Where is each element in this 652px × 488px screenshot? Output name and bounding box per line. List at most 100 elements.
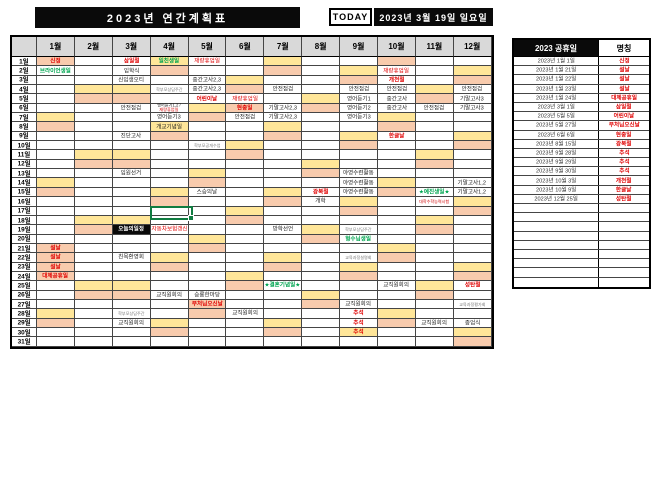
cell-m8-d21[interactable]: [302, 243, 341, 254]
cell-m1-d26[interactable]: [37, 290, 75, 300]
cell-m9-d23[interactable]: [340, 262, 379, 272]
cell-m4-d9[interactable]: [150, 131, 189, 142]
cell-m3-d6[interactable]: 안전점검: [112, 103, 151, 114]
month-header-4[interactable]: 4월: [150, 37, 189, 57]
cell-m7-d23[interactable]: [264, 262, 303, 272]
cell-m6-d10[interactable]: [226, 141, 265, 151]
cell-m9-d17[interactable]: [340, 206, 379, 216]
day-label-11[interactable]: 11일: [12, 150, 37, 160]
cell-m9-d27[interactable]: 교직원회의: [340, 299, 379, 310]
cell-m8-d29[interactable]: [302, 318, 341, 328]
cell-m10-d15[interactable]: [378, 187, 416, 198]
cell-m8-d9[interactable]: [302, 131, 341, 142]
cell-m12-d23[interactable]: [453, 262, 492, 272]
cell-m8-d28[interactable]: [302, 309, 341, 319]
cell-m11-d15[interactable]: ★예진생일★: [415, 187, 454, 198]
holiday-name-empty[interactable]: [599, 241, 649, 249]
month-header-5[interactable]: 5월: [188, 37, 227, 57]
day-label-10[interactable]: 10일: [12, 141, 37, 151]
cell-m1-d28[interactable]: [37, 309, 75, 319]
cell-m11-d6[interactable]: 안전점검: [415, 103, 454, 114]
day-label-24[interactable]: 24일: [12, 271, 37, 282]
holiday-name-empty[interactable]: [599, 250, 649, 258]
holiday-name[interactable]: 개천절: [616, 178, 632, 184]
cell-m11-d16[interactable]: 대학수학능력시험: [415, 197, 454, 207]
cell-m9-d9[interactable]: [340, 131, 379, 142]
cell-m1-d24[interactable]: 대체공휴일: [37, 271, 75, 282]
cell-m3-d11[interactable]: [112, 150, 151, 160]
cell-m1-d15[interactable]: [37, 187, 75, 198]
cell-m11-d17[interactable]: [415, 206, 454, 216]
selection-fill-handle[interactable]: [187, 214, 194, 221]
month-header-9[interactable]: 9월: [340, 37, 379, 57]
cell-m5-d19[interactable]: [188, 225, 227, 235]
cell-m1-d10[interactable]: [37, 141, 75, 151]
holiday-name[interactable]: 어린이날: [613, 113, 635, 120]
day-label-15[interactable]: 15일: [12, 187, 37, 198]
cell-m12-d26[interactable]: [453, 290, 492, 300]
cell-m6-d9[interactable]: [226, 131, 265, 142]
cell-m3-d9[interactable]: 진단고사: [112, 131, 151, 142]
cell-m4-d2[interactable]: [150, 66, 189, 76]
cell-m3-d26[interactable]: [112, 290, 151, 300]
cell-m3-d20[interactable]: [112, 234, 151, 244]
cell-m9-d30[interactable]: 추석: [340, 327, 379, 338]
cell-m3-d1[interactable]: 삼일절: [112, 57, 151, 67]
cell-m1-d12[interactable]: [37, 159, 75, 170]
cell-m12-d27[interactable]: 교육과정평가회: [453, 299, 492, 310]
cell-m8-d18[interactable]: [302, 215, 341, 226]
cell-m9-d24[interactable]: [340, 271, 379, 282]
cell-m11-d31[interactable]: [415, 337, 454, 347]
cell-m5-d29[interactable]: [188, 318, 227, 328]
cell-m2-d2[interactable]: [74, 66, 113, 76]
cell-m12-d16[interactable]: [453, 197, 492, 207]
cell-m8-d4[interactable]: [302, 85, 341, 95]
cell-m7-d13[interactable]: [264, 169, 303, 179]
holiday-name[interactable]: 현충일: [616, 132, 632, 138]
cell-m12-d14[interactable]: 기말고사1,2: [453, 178, 492, 188]
cell-m2-d6[interactable]: [74, 103, 113, 114]
cell-m5-d1[interactable]: 재량휴업일: [188, 57, 227, 67]
holiday-name[interactable]: 대체공휴일: [611, 95, 637, 102]
holiday-name[interactable]: 추석: [618, 159, 630, 166]
cell-m8-d1[interactable]: [302, 57, 341, 67]
cell-m9-d12[interactable]: [340, 159, 379, 170]
month-header-2[interactable]: 2월: [74, 37, 113, 57]
cell-m6-d25[interactable]: [226, 281, 265, 291]
cell-m3-d5[interactable]: [112, 94, 151, 104]
cell-m7-d26[interactable]: [264, 290, 303, 300]
cell-m12-d12[interactable]: [453, 159, 492, 170]
cell-m2-d1[interactable]: [74, 57, 113, 67]
cell-m6-d4[interactable]: [226, 85, 265, 95]
month-header-12[interactable]: 12월: [453, 37, 492, 57]
cell-m4-d15[interactable]: [150, 187, 189, 198]
cell-m8-d24[interactable]: [302, 271, 341, 282]
holiday-date-empty[interactable]: [514, 249, 599, 259]
cell-m8-d23[interactable]: [302, 262, 341, 272]
cell-m9-d6[interactable]: 영어듣기2: [340, 103, 379, 114]
cell-m6-d6[interactable]: 현충일: [226, 103, 265, 114]
cell-m7-d8[interactable]: [264, 122, 303, 132]
cell-m2-d30[interactable]: [74, 327, 113, 338]
cell-m2-d13[interactable]: [74, 169, 113, 179]
holiday-header-date[interactable]: 2023 공휴일: [514, 40, 599, 56]
holiday-date[interactable]: 2023년 9월 29일: [514, 158, 599, 167]
holiday-date[interactable]: 2023년 1월 21일: [514, 66, 599, 75]
cell-m8-d5[interactable]: [302, 94, 341, 104]
cell-m2-d4[interactable]: [74, 85, 113, 95]
day-label-18[interactable]: 18일: [12, 215, 37, 226]
cell-m2-d27[interactable]: [74, 299, 113, 310]
cell-m4-d27[interactable]: [150, 299, 189, 310]
cell-m6-d1[interactable]: [226, 57, 265, 67]
cell-m7-d24[interactable]: [264, 271, 303, 282]
cell-m2-d17[interactable]: [74, 206, 113, 216]
cell-m10-d22[interactable]: [378, 253, 416, 263]
cell-m9-d15[interactable]: 야영수련활동: [340, 187, 379, 198]
cell-m4-d26[interactable]: 교직원회의: [150, 290, 189, 300]
cell-m3-d17[interactable]: [112, 206, 151, 216]
cell-m11-d3[interactable]: [415, 75, 454, 86]
cell-m8-d10[interactable]: [302, 141, 341, 151]
cell-m3-d22[interactable]: 친목환영회: [112, 253, 151, 263]
cell-m6-d30[interactable]: [226, 327, 265, 338]
cell-m11-d26[interactable]: [415, 290, 454, 300]
